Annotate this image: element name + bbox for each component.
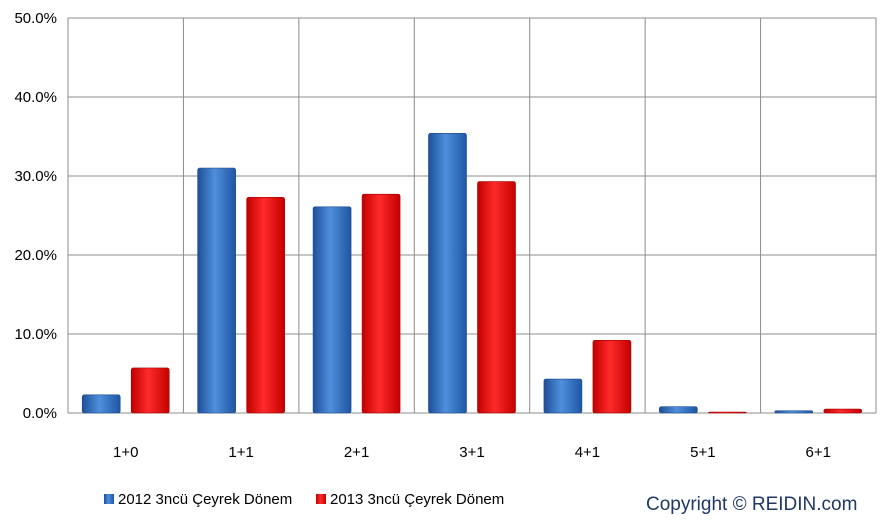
copyright-label: Copyright © REIDIN.com [646, 494, 857, 515]
x-tick-label: 1+1 [228, 444, 253, 461]
bar-series1-3plus1 [428, 133, 467, 414]
x-tick-label: 4+1 [575, 444, 600, 461]
bar-series2-4plus1 [592, 340, 632, 414]
x-tick-label: 2+1 [344, 444, 369, 461]
x-tick-label: 1+0 [113, 444, 138, 461]
legend: 2012 3ncü Çeyrek Dönem 2013 3ncü Çeyrek D… [104, 491, 504, 508]
x-tick-label: 6+1 [806, 444, 831, 461]
bars [81, 133, 863, 414]
bar-series1-6plus1 [774, 410, 814, 414]
axis-ticks: 0.0% 10.0% 20.0% 30.0% 40.0% 50.0% 1+0 1+1 2+1 3+… [14, 10, 831, 461]
legend-swatch-2 [316, 494, 326, 504]
legend-swatch-1 [104, 494, 114, 504]
y-tick-label: 50.0% [14, 10, 57, 27]
x-tick-label: 3+1 [459, 444, 484, 461]
bar-series2-1plus1 [246, 197, 285, 414]
bar-series1-4plus1 [543, 378, 583, 414]
bar-series1-1plus0 [81, 394, 121, 414]
bar-series2-1plus0 [130, 367, 170, 414]
bar-series2-3plus1 [477, 181, 516, 414]
bar-series2-2plus1 [361, 193, 401, 414]
legend-label-1: 2012 3ncü Çeyrek Dönem [118, 491, 292, 508]
grid [67, 17, 877, 414]
y-tick-label: 0.0% [23, 405, 57, 422]
x-tick-label: 5+1 [690, 444, 715, 461]
y-tick-label: 30.0% [14, 168, 57, 185]
bar-series1-2plus1 [312, 206, 352, 414]
bar-series2-6plus1 [823, 408, 863, 414]
y-tick-label: 10.0% [14, 326, 57, 343]
legend-label-2: 2013 3ncü Çeyrek Dönem [330, 491, 504, 508]
y-tick-label: 20.0% [14, 247, 57, 264]
bar-series2-5plus1 [708, 411, 747, 414]
y-tick-label: 40.0% [14, 89, 57, 106]
bar-series1-5plus1 [659, 406, 698, 414]
bar-series1-1plus1 [197, 167, 236, 414]
